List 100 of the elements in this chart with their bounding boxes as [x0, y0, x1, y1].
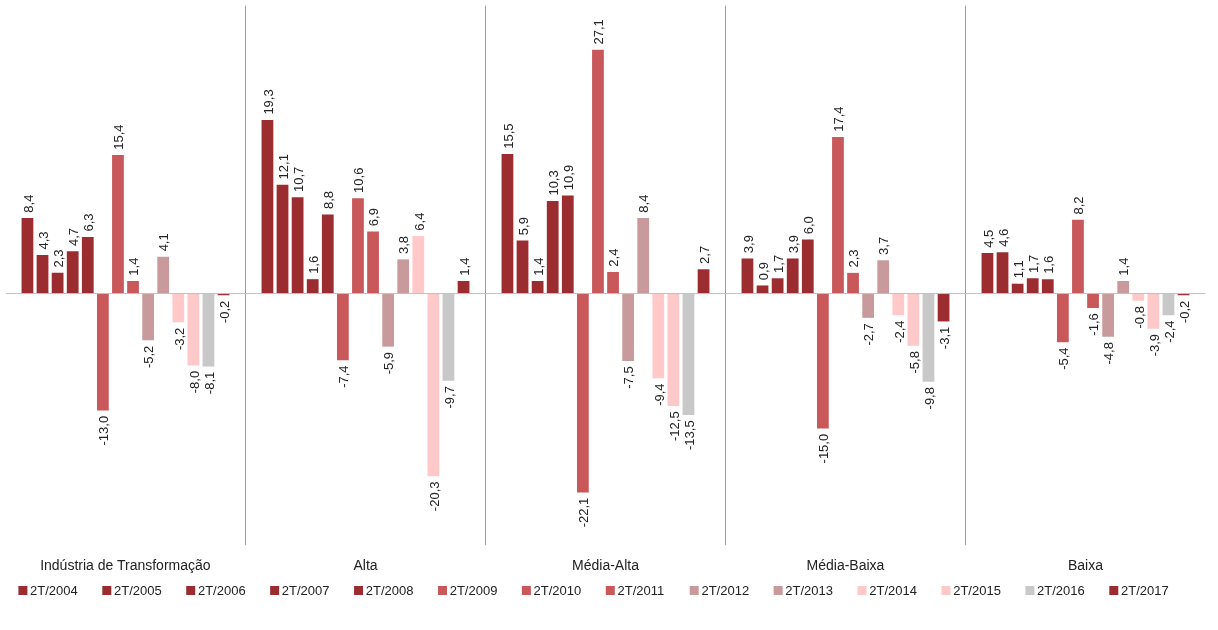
- data-label: -9,7: [441, 386, 457, 409]
- data-label: -9,4: [651, 383, 667, 406]
- bar: [516, 240, 529, 294]
- data-label: -13,5: [681, 420, 697, 450]
- bar: [801, 239, 814, 294]
- data-label: 6,3: [81, 213, 97, 232]
- legend-label: 2T/2015: [953, 583, 1001, 598]
- bar: [172, 293, 185, 323]
- bar: [1056, 293, 1069, 343]
- data-label: 6,9: [366, 208, 382, 227]
- data-label: -2,4: [891, 320, 907, 343]
- data-label: 15,4: [111, 124, 127, 150]
- legend-label: 2T/2007: [281, 583, 330, 598]
- bar: [576, 293, 589, 493]
- bar: [81, 236, 94, 294]
- data-label: 2,3: [846, 249, 862, 268]
- data-label: 1,4: [456, 257, 472, 276]
- x-tick-label: Média-Alta: [572, 556, 640, 573]
- bar: [652, 293, 665, 379]
- bar: [1102, 293, 1115, 337]
- data-label: 3,9: [785, 235, 801, 254]
- data-label: -8,1: [201, 371, 217, 395]
- data-label: 2,7: [696, 245, 712, 264]
- bar: [786, 258, 799, 294]
- bar: [1147, 293, 1160, 329]
- legend-label: 2T/2005: [114, 583, 162, 598]
- bar: [741, 258, 754, 294]
- data-label: 8,8: [321, 191, 337, 210]
- data-label: -7,5: [621, 366, 637, 389]
- data-label: -5,9: [381, 351, 397, 375]
- bar: [427, 293, 440, 477]
- data-label: 5,9: [515, 217, 531, 236]
- bar: [561, 195, 574, 294]
- bar: [501, 154, 514, 294]
- x-tick-label: Alta: [353, 556, 378, 573]
- data-label: 2,3: [50, 249, 66, 268]
- data-label: 4,7: [65, 227, 81, 246]
- bar: [592, 49, 604, 294]
- data-label: 6,0: [801, 216, 817, 235]
- bar: [276, 184, 289, 294]
- bar: [816, 293, 829, 429]
- bar: [1132, 293, 1145, 301]
- bar: [367, 231, 379, 294]
- data-label: -9,8: [921, 387, 937, 410]
- data-label: 1,4: [126, 257, 142, 276]
- data-label: 19,3: [260, 89, 276, 115]
- legend-label: 2T/2006: [197, 583, 246, 598]
- data-label: -3,9: [1146, 333, 1162, 357]
- legend-label: 2T/2017: [1121, 583, 1169, 598]
- data-label: 10,6: [351, 167, 367, 193]
- x-tick-label: Média-Baixa: [806, 556, 885, 573]
- bar: [832, 137, 844, 294]
- bar: [667, 293, 680, 407]
- bar: [96, 293, 109, 411]
- bar: [981, 253, 994, 294]
- data-label: 1,7: [770, 254, 786, 273]
- bar: [1117, 280, 1130, 294]
- data-label: -4,8: [1101, 342, 1117, 365]
- bar: [546, 200, 559, 294]
- data-label: 3,7: [876, 236, 892, 255]
- bar: [382, 293, 395, 347]
- bar: [51, 272, 64, 294]
- data-label: 1,1: [1010, 260, 1026, 279]
- bar: [996, 252, 1009, 294]
- data-label: -3,1: [936, 326, 952, 350]
- data-label: -5,8: [906, 351, 922, 374]
- data-label: -7,4: [336, 365, 352, 388]
- x-tick-label: Indústria de Transformação: [40, 556, 211, 573]
- bar: [127, 280, 139, 294]
- data-label: 10,9: [561, 164, 577, 191]
- legend-label: 2T/2008: [365, 583, 414, 598]
- bar: [1026, 278, 1039, 294]
- bar: [637, 217, 650, 294]
- bar: [877, 260, 890, 294]
- bar: [306, 279, 319, 294]
- data-label: 4,1: [156, 233, 172, 252]
- data-label: -13,0: [96, 415, 112, 446]
- data-label: -0,2: [1176, 300, 1192, 324]
- data-label: 10,7: [290, 166, 306, 192]
- data-label: 4,5: [980, 229, 996, 248]
- data-label: 8,4: [636, 194, 652, 213]
- data-label: -2,4: [1161, 320, 1177, 343]
- bar: [352, 198, 364, 294]
- data-label: 12,1: [275, 154, 291, 180]
- bar: [907, 293, 920, 346]
- legend-label: 2T/2012: [701, 583, 750, 598]
- data-label: 2,4: [606, 248, 622, 267]
- bar: [261, 119, 274, 294]
- bar: [697, 269, 710, 294]
- data-label: -22,1: [576, 497, 592, 528]
- bar: [412, 235, 425, 294]
- bar: [36, 254, 49, 294]
- bar: [187, 293, 200, 366]
- data-label: 8,2: [1071, 196, 1087, 215]
- legend-label: 2T/2011: [617, 583, 665, 598]
- data-label: 3,8: [396, 235, 412, 255]
- data-label: -0,2: [216, 300, 232, 324]
- bar: [66, 251, 79, 294]
- legend-label: 2T/2016: [1037, 583, 1085, 598]
- data-label: 1,6: [305, 255, 321, 274]
